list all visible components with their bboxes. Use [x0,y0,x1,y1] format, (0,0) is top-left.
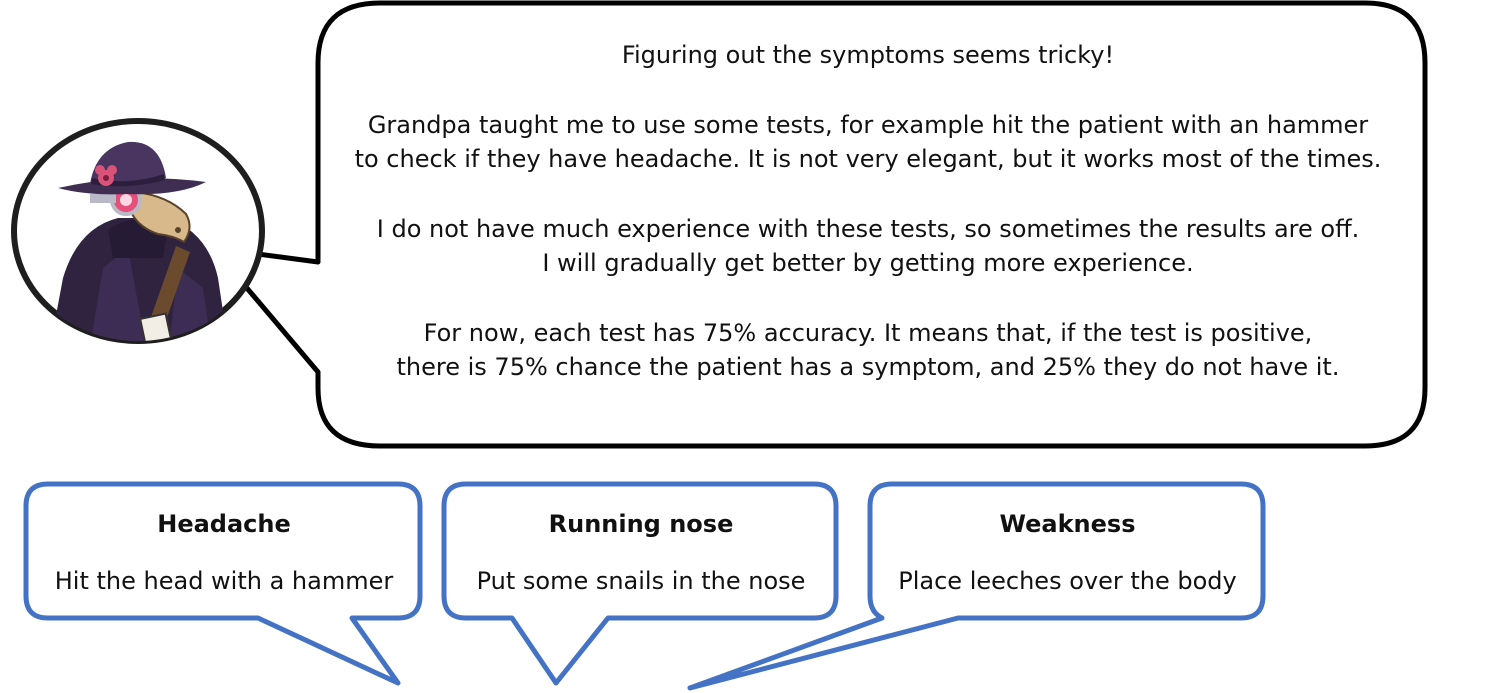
test-symptom-label: Running nose [548,510,734,538]
test-card-headache[interactable]: Headache Hit the head with a hammer [28,495,420,596]
test-card-outline-weakness [687,481,1266,691]
speech-bubble-outline [210,0,1428,449]
speech-paragraph-3: I do not have much experience with these… [376,215,1360,277]
test-symptom-label: Weakness [999,510,1136,538]
speech-paragraph-2: Grandpa taught me to use some tests, for… [354,111,1382,173]
test-card-running-nose[interactable]: Running nose Put some snails in the nose [446,495,836,596]
test-symptom-label: Headache [157,510,291,538]
speech-paragraph-1: Figuring out the symptoms seems tricky! [621,41,1115,69]
test-method-label: Put some snails in the nose [476,567,806,595]
speech-paragraph-4: For now, each test has 75% accuracy. It … [396,319,1340,381]
plague-doctor-avatar-icon [11,118,265,344]
test-card-weakness[interactable]: Weakness Place leeches over the body [872,495,1263,596]
speech-bubble: Figuring out the symptoms seems tricky! … [318,38,1418,384]
test-card-outline-running-nose [441,481,839,686]
test-card-outline-headache [23,481,423,686]
test-method-label: Place leeches over the body [898,567,1237,595]
test-method-label: Hit the head with a hammer [54,567,394,595]
